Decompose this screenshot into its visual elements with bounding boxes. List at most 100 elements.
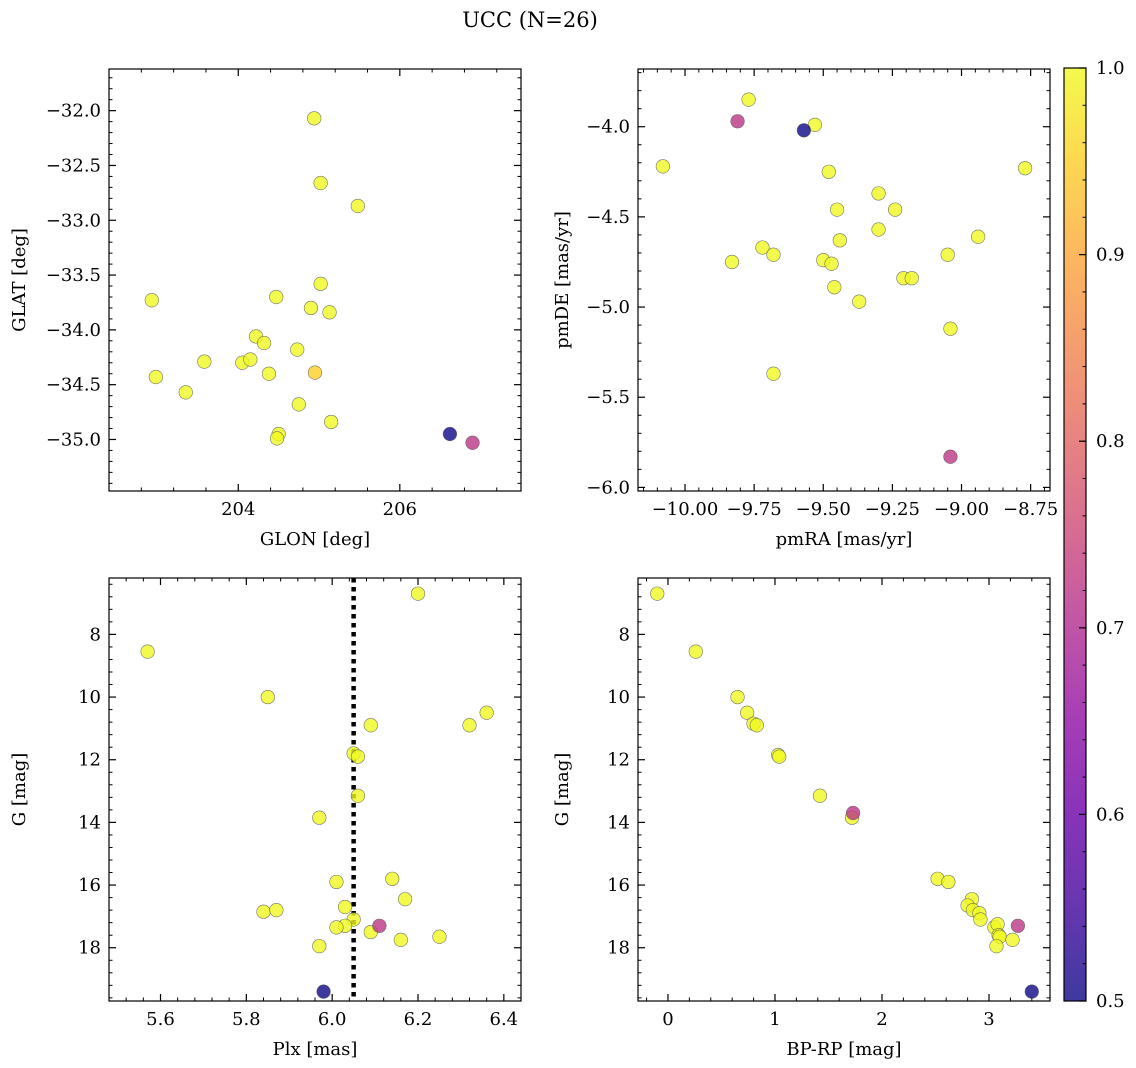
y-tick-label: −32.5 bbox=[46, 155, 101, 176]
y-tick-label: −5.5 bbox=[586, 387, 630, 408]
data-point bbox=[740, 705, 755, 720]
y-tick-label: −33.5 bbox=[46, 265, 101, 286]
y-tick-label: −5.0 bbox=[586, 297, 630, 318]
colorbar-tick-label: 0.9 bbox=[1096, 245, 1125, 266]
scatter-points bbox=[140, 578, 494, 1001]
x-tick-label: 5.8 bbox=[232, 1009, 261, 1030]
x-axis-label: GLON [deg] bbox=[260, 529, 370, 550]
data-point bbox=[650, 586, 665, 601]
x-tick-label: −9.00 bbox=[934, 499, 989, 520]
colorbar-tick-label: 0.7 bbox=[1096, 618, 1125, 639]
x-tick-label: 204 bbox=[221, 499, 255, 520]
subplot-2: −10.00 −9.75 −9.50 −9.25 −9.00 −8.75 −6.0 −5.5 −… bbox=[552, 68, 1058, 550]
data-point bbox=[140, 644, 155, 659]
data-point bbox=[904, 271, 919, 286]
figure-title: UCC (N=26) bbox=[462, 8, 598, 32]
y-tick-label: 16 bbox=[607, 875, 630, 896]
x-tick-label: 6.0 bbox=[318, 1009, 347, 1030]
y-tick-label: 10 bbox=[78, 687, 101, 708]
data-point bbox=[971, 229, 986, 244]
x-axis-label: pmRA [mas/yr] bbox=[776, 529, 913, 550]
data-point bbox=[269, 903, 284, 918]
data-point bbox=[313, 276, 328, 291]
x-tick-label: 6.2 bbox=[404, 1009, 433, 1030]
data-point bbox=[465, 435, 480, 450]
data-point bbox=[730, 689, 745, 705]
y-tick-label: −6.0 bbox=[586, 477, 630, 498]
data-point bbox=[888, 202, 903, 217]
y-tick-label: 10 bbox=[607, 687, 630, 708]
data-point bbox=[324, 414, 339, 430]
data-point bbox=[312, 939, 327, 954]
data-point bbox=[462, 718, 477, 733]
axes-frame bbox=[637, 68, 1051, 492]
y-tick-label: 14 bbox=[78, 812, 101, 833]
scatter-points bbox=[650, 586, 1039, 999]
data-point bbox=[741, 92, 756, 107]
colorbar-frame bbox=[1063, 67, 1087, 1002]
data-point bbox=[303, 300, 319, 316]
y-tick-label: −33.0 bbox=[46, 210, 101, 231]
data-point bbox=[350, 749, 366, 764]
data-point bbox=[312, 810, 327, 825]
data-point bbox=[372, 918, 387, 933]
data-point bbox=[755, 240, 770, 255]
y-axis-label: GLAT [deg] bbox=[9, 228, 30, 332]
colorbar-gradient bbox=[1064, 68, 1086, 1001]
y-tick-label: 18 bbox=[607, 938, 630, 959]
data-point bbox=[307, 111, 322, 126]
colorbar: 0.5 0.6 0.7 0.8 0.9 1.0 bbox=[1063, 58, 1125, 1012]
data-point bbox=[442, 426, 458, 442]
data-point bbox=[393, 932, 408, 948]
y-tick-label: 8 bbox=[90, 624, 101, 645]
x-tick-label: 2 bbox=[876, 1009, 887, 1030]
data-point bbox=[148, 369, 163, 385]
data-point bbox=[261, 366, 277, 381]
data-point bbox=[852, 294, 867, 309]
y-tick-label: 18 bbox=[78, 938, 101, 959]
x-axis-label: BP-RP [mag] bbox=[786, 1039, 901, 1060]
x-tick-label: −10.00 bbox=[652, 499, 719, 520]
data-point bbox=[307, 365, 323, 380]
data-point bbox=[812, 788, 828, 803]
x-tick-label: −9.25 bbox=[865, 499, 920, 520]
data-point bbox=[269, 289, 284, 305]
data-point bbox=[940, 247, 955, 262]
x-tick-label: 0 bbox=[662, 1009, 673, 1030]
data-point bbox=[329, 920, 344, 935]
data-point bbox=[766, 366, 781, 381]
y-tick-label: 12 bbox=[78, 750, 101, 771]
data-point bbox=[821, 164, 836, 179]
data-point bbox=[410, 586, 426, 601]
axes-frame bbox=[108, 577, 522, 1002]
data-point bbox=[772, 749, 787, 764]
y-axis-label: G [mag] bbox=[9, 753, 30, 826]
subplot-1: 204 206 −35.0 −34.5 −34.0 −33.5 −33.0 −32.5 −32.… bbox=[9, 68, 522, 550]
data-point bbox=[973, 912, 988, 927]
y-axis-label: pmDE [mas/yr] bbox=[552, 211, 573, 349]
data-point bbox=[350, 788, 366, 803]
data-point bbox=[290, 342, 305, 357]
data-point bbox=[337, 899, 353, 915]
x-tick-label: 6.4 bbox=[490, 1009, 519, 1030]
data-point bbox=[269, 431, 285, 446]
x-tick-label: 3 bbox=[983, 1009, 994, 1030]
colorbar-tick-label: 0.6 bbox=[1096, 804, 1125, 825]
data-point bbox=[989, 939, 1004, 954]
scatter-points bbox=[144, 111, 480, 450]
axes-frame bbox=[637, 577, 1051, 1002]
data-point bbox=[363, 718, 378, 733]
y-tick-label: 12 bbox=[607, 750, 630, 771]
colorbar-tick-label: 0.5 bbox=[1096, 991, 1125, 1012]
data-point bbox=[829, 202, 845, 217]
axes-frame bbox=[108, 68, 522, 492]
y-tick-label: −34.0 bbox=[46, 320, 101, 341]
data-point bbox=[291, 397, 306, 412]
subplot-3: 5.6 5.8 6.0 6.2 6.4 8 10 12 14 16 18 Plx [mas] G [ma… bbox=[9, 577, 522, 1060]
data-point bbox=[313, 175, 328, 191]
data-point bbox=[845, 805, 861, 821]
x-tick-label: 5.6 bbox=[146, 1009, 175, 1030]
data-point bbox=[350, 198, 365, 214]
